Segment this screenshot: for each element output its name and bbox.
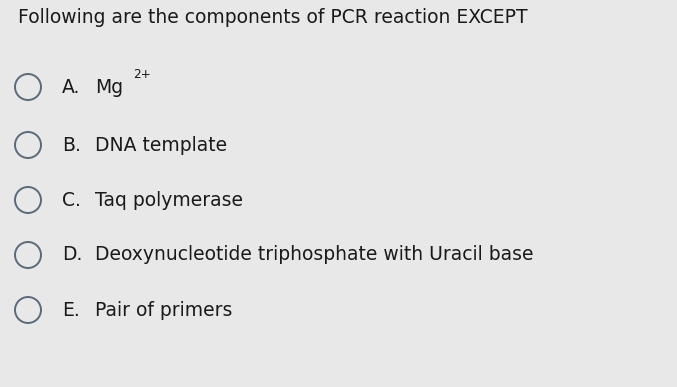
Text: A.: A. [62,77,81,96]
Text: Following are the components of PCR reaction EXCEPT: Following are the components of PCR reac… [18,8,527,27]
Text: Pair of primers: Pair of primers [95,300,232,320]
Text: DNA template: DNA template [95,135,227,154]
Text: C.: C. [62,190,81,209]
Text: Mg: Mg [95,77,123,96]
Text: E.: E. [62,300,80,320]
Text: B.: B. [62,135,81,154]
Text: 2+: 2+ [133,67,151,80]
Text: Deoxynucleotide triphosphate with Uracil base: Deoxynucleotide triphosphate with Uracil… [95,245,533,264]
Text: D.: D. [62,245,83,264]
Text: Taq polymerase: Taq polymerase [95,190,243,209]
